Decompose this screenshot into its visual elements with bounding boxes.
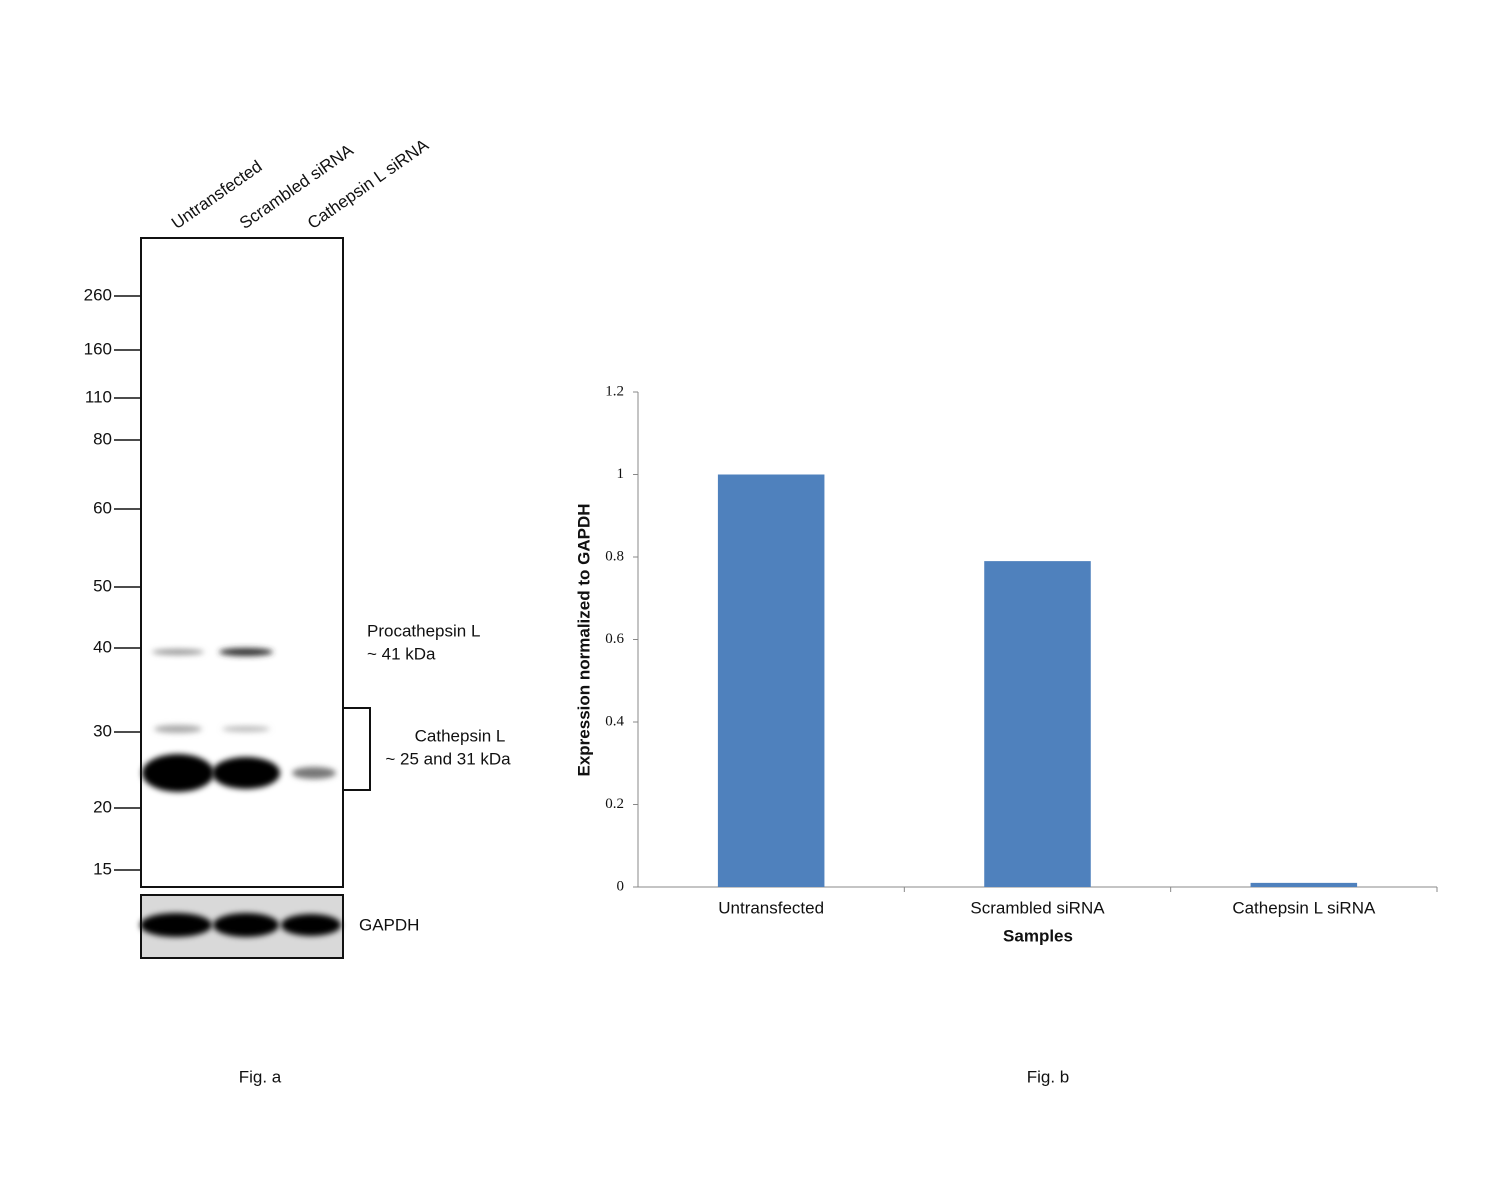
bar [984, 561, 1091, 887]
bar [1250, 882, 1358, 887]
y-tick-label: 0.8 [605, 548, 624, 564]
marker-label: 15 [93, 859, 112, 878]
bracket [343, 707, 371, 791]
y-tick-label: 0.4 [605, 713, 624, 729]
annotation: Procathepsin L [367, 621, 480, 640]
lane-label: Scrambled siRNA [236, 140, 357, 233]
bar [717, 474, 825, 887]
y-tick-label: 1.2 [605, 383, 624, 399]
y-tick-label: 0.2 [605, 796, 624, 812]
annotation: ~ 41 kDa [367, 644, 436, 663]
x-axis-label: Samples [1003, 926, 1073, 945]
band [292, 767, 336, 779]
band [212, 757, 280, 789]
band [152, 649, 204, 655]
gapdh-label: GAPDH [359, 915, 419, 934]
marker-label: 80 [93, 429, 112, 448]
band [154, 725, 202, 733]
band [222, 726, 270, 732]
marker-label: 50 [93, 576, 112, 595]
annotation: Cathepsin L [415, 726, 506, 745]
caption: Fig. b [1027, 1067, 1070, 1086]
marker-label: 260 [84, 285, 112, 304]
band [219, 648, 273, 656]
marker-label: 20 [93, 797, 112, 816]
marker-label: 160 [84, 339, 112, 358]
band [142, 754, 214, 792]
marker-label: 60 [93, 498, 112, 517]
y-axis-label: Expression normalized to GAPDH [574, 504, 593, 777]
marker-label: 30 [93, 721, 112, 740]
y-tick-label: 0.6 [605, 631, 624, 647]
annotation: ~ 25 and 31 kDa [385, 749, 511, 768]
caption: Fig. a [239, 1067, 282, 1086]
lane-label: Cathepsin L siRNA [304, 135, 433, 233]
x-tick-label: Cathepsin L siRNA [1232, 898, 1376, 917]
band [213, 913, 279, 937]
y-tick-label: 0 [617, 878, 625, 894]
marker-label: 40 [93, 637, 112, 656]
x-tick-label: Scrambled siRNA [970, 898, 1105, 917]
x-tick-label: Untransfected [718, 898, 824, 917]
band [140, 913, 212, 937]
band [281, 914, 341, 936]
marker-label: 110 [85, 387, 112, 406]
y-tick-label: 1 [617, 466, 625, 482]
